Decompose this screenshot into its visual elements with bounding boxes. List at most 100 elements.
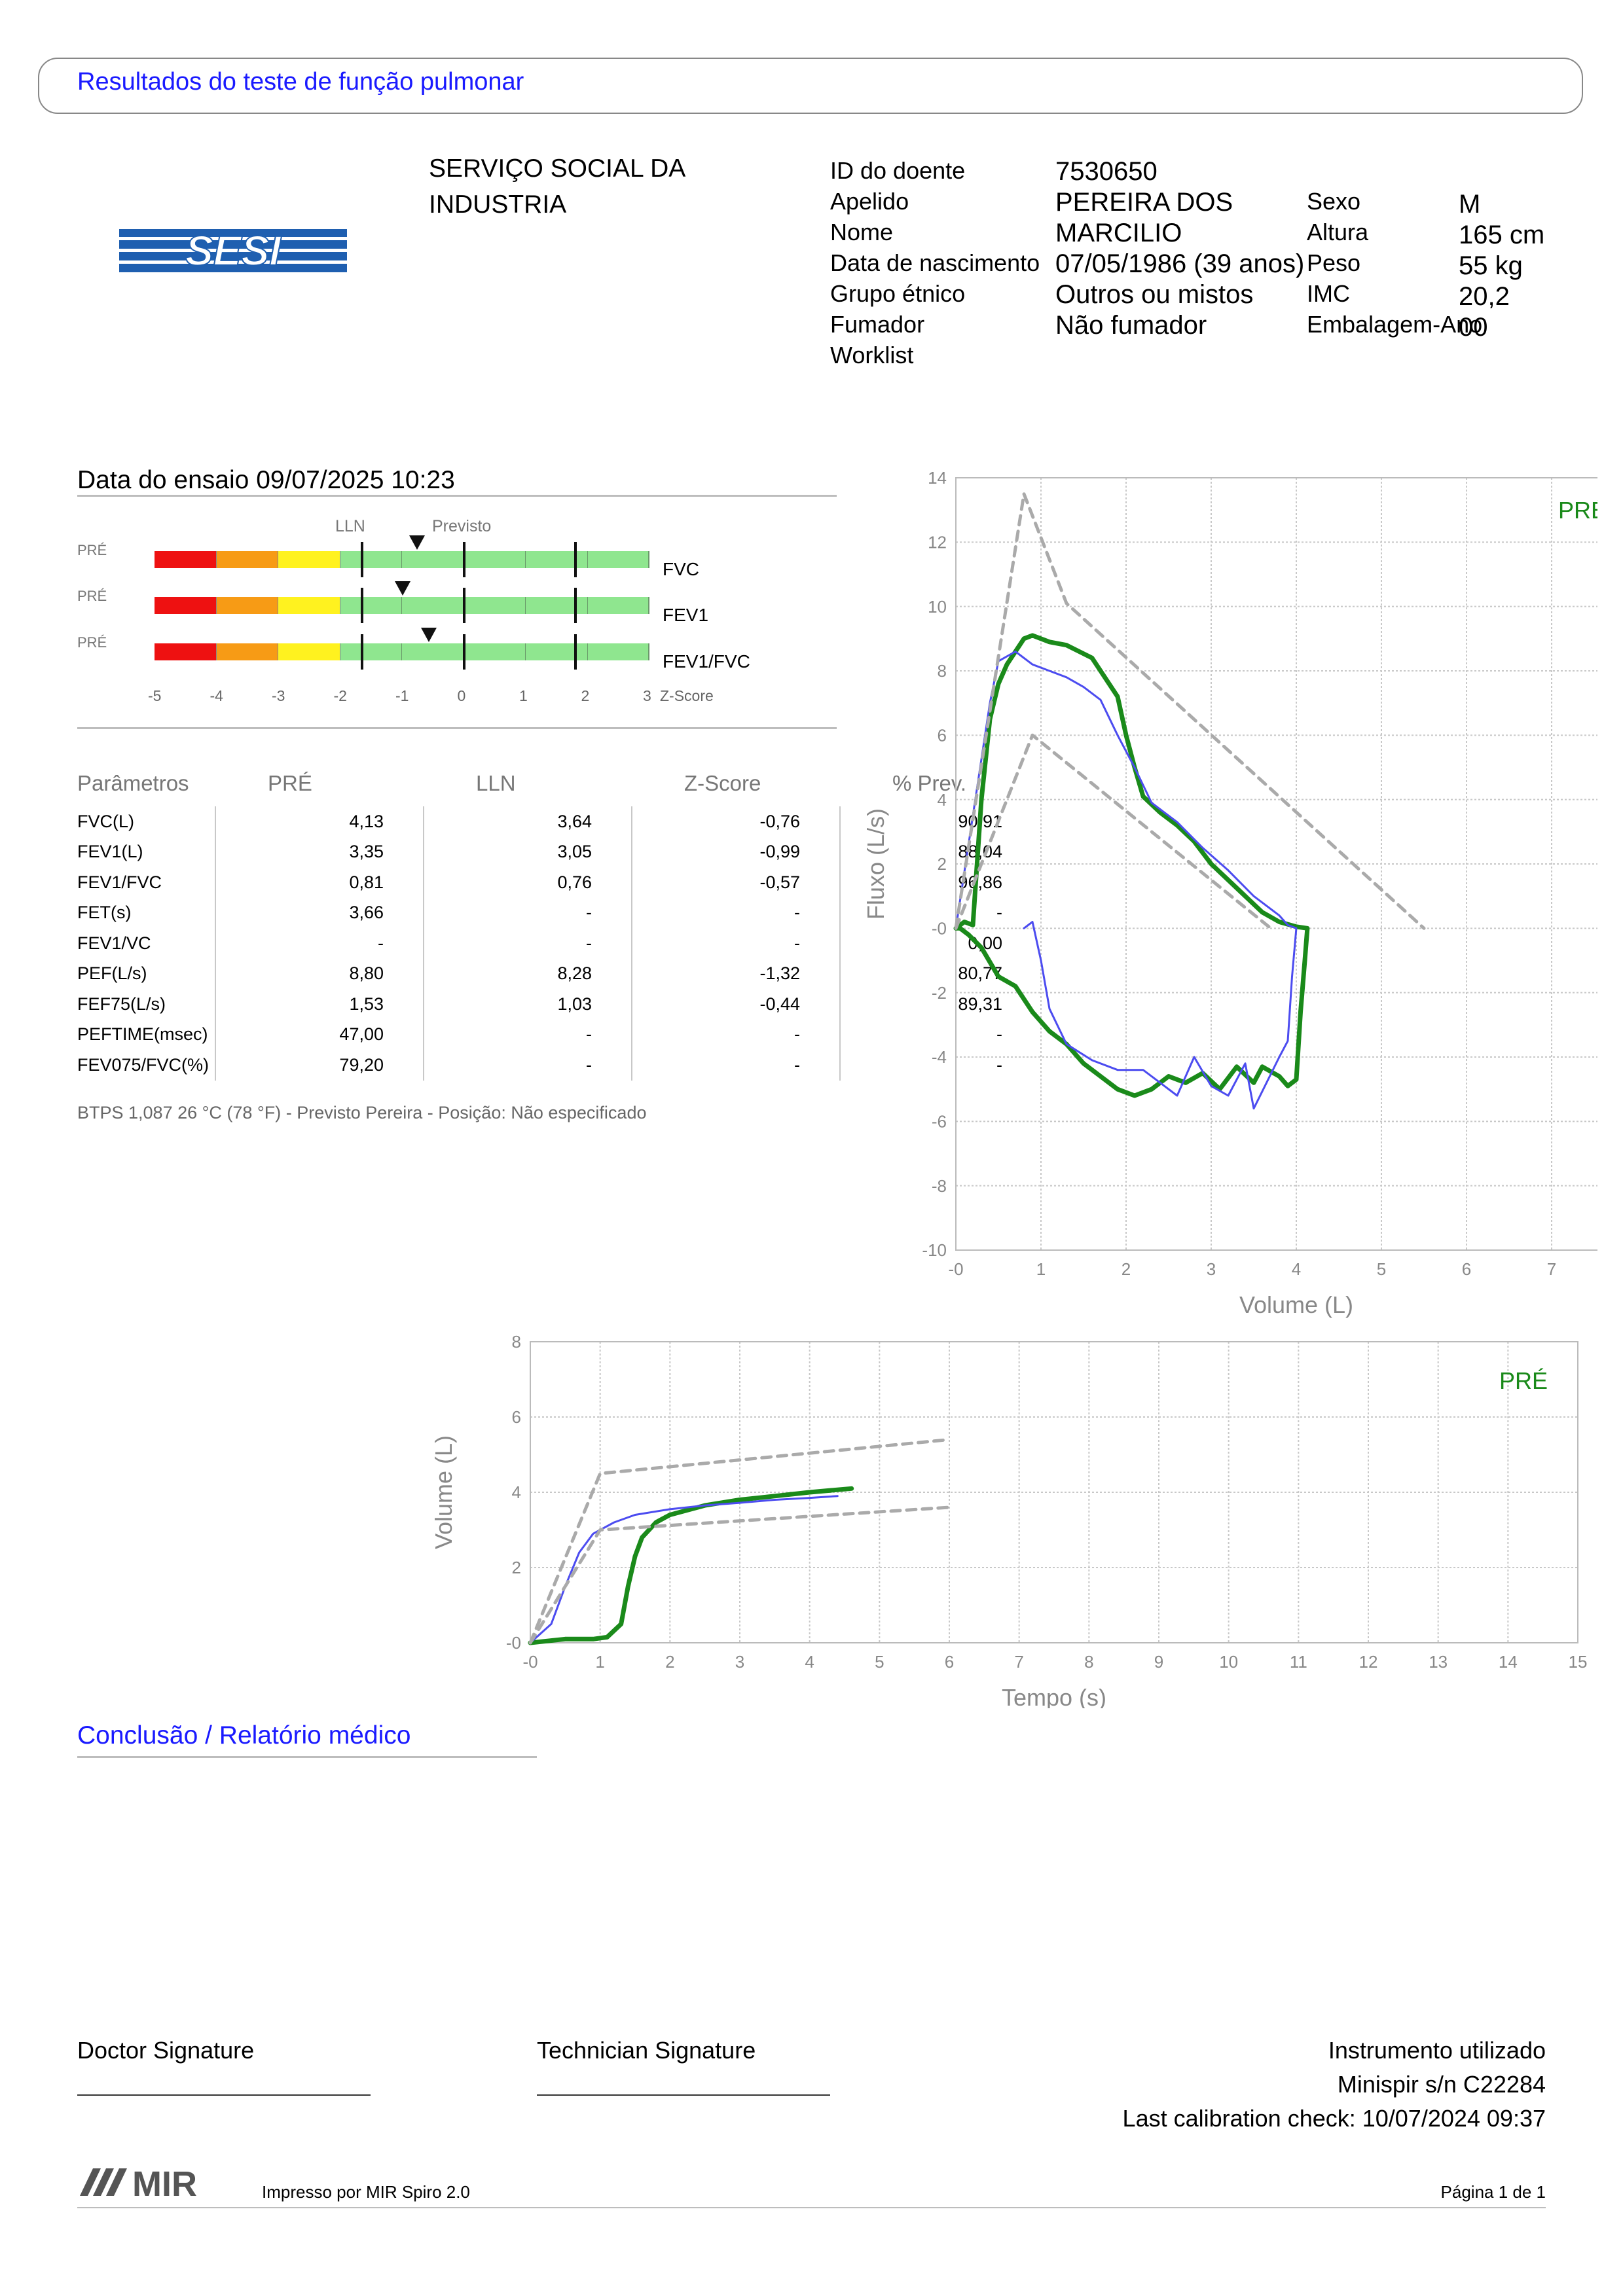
col-header: Parâmetros	[77, 771, 189, 795]
doctor-signature-line	[77, 2094, 371, 2096]
zscore-tick-label: -2	[333, 687, 347, 704]
bar-segment	[278, 643, 340, 660]
zscore-marker-line	[361, 542, 364, 577]
y-tick-label: 2	[938, 854, 947, 874]
param-value-cell: -	[631, 1019, 840, 1050]
predicted-line	[528, 1505, 951, 1645]
trial-series-line	[955, 651, 1298, 1110]
bar-segment	[155, 643, 217, 660]
packyears-value: 00	[1459, 313, 1488, 342]
y-tick-label: 4	[512, 1482, 521, 1502]
x-tick-label: 5	[875, 1652, 884, 1672]
bar-segment	[587, 597, 649, 614]
y-tick-label: -6	[932, 1111, 947, 1131]
col-header: % Prev.	[892, 771, 967, 795]
header-box	[38, 58, 1583, 114]
technician-signature-label: Technician Signature	[537, 2037, 756, 2064]
y-tick-label: -2	[932, 983, 947, 1003]
x-tick-label: 8	[1084, 1652, 1093, 1672]
footer-divider	[77, 2207, 1546, 2208]
bar-segment	[464, 551, 526, 568]
x-tick-label: 3	[1207, 1259, 1216, 1279]
y-axis-label: Volume (L)	[430, 1435, 457, 1549]
bar-segment	[278, 551, 340, 568]
bar-segment	[587, 643, 649, 660]
report-title: Resultados do teste de função pulmonar	[77, 68, 524, 96]
x-tick-label: 15	[1569, 1652, 1588, 1672]
y-axis-label: Fluxo (L/s)	[862, 808, 889, 920]
flow-volume-chart: -0123456781412108642-0-2-4-6-8-10Volume …	[862, 468, 1597, 1318]
param-value-cell: -	[839, 1019, 1048, 1050]
y-tick-label: 4	[938, 790, 947, 810]
zscore-marker-line	[574, 634, 577, 670]
smoker-label: Fumador	[830, 311, 925, 338]
ethnic-label: Grupo étnico	[830, 280, 966, 307]
pre-series-line	[953, 633, 1310, 1098]
btps-footnote: BTPS 1,087 26 °C (78 °F) - Previsto Pere…	[77, 1103, 647, 1122]
x-tick-label: 2	[665, 1652, 674, 1672]
param-value-cell: -	[423, 897, 632, 928]
worklist-label: Worklist	[830, 342, 914, 368]
zscore-pointer-icon	[394, 581, 410, 596]
y-tick-label: 6	[938, 725, 947, 745]
table-row: FET(s) 3,66- - -	[77, 897, 1048, 928]
param-value-cell: -0,99	[631, 836, 840, 867]
legend-label: PRÉ	[1558, 497, 1597, 524]
divider	[77, 727, 837, 729]
x-tick-label: 3	[735, 1652, 744, 1672]
x-tick-label: 11	[1290, 1652, 1307, 1672]
x-tick-label: 14	[1499, 1652, 1518, 1672]
y-tick-label: -10	[922, 1240, 947, 1260]
y-tick-label: 14	[928, 468, 947, 488]
conclusion-title: Conclusão / Relatório médico	[77, 1721, 411, 1749]
bar-segment	[526, 551, 588, 568]
name-value: MARCILIO	[1055, 219, 1182, 247]
calibration-check: Last calibration check: 10/07/2024 09:37	[1122, 2105, 1546, 2132]
bar-segment	[216, 597, 278, 614]
zscore-marker-line	[462, 588, 465, 623]
x-axis-label: Tempo (s)	[1002, 1684, 1106, 1708]
bar-segment	[587, 551, 649, 568]
page-number: Página 1 de 1	[1440, 2182, 1546, 2202]
zscore-tick-label: 2	[581, 687, 590, 704]
x-tick-label: 1	[595, 1652, 604, 1672]
y-tick-label: 8	[512, 1332, 521, 1352]
param-value-cell: 3,64	[423, 806, 632, 837]
lln-label: LLN	[335, 517, 365, 535]
param-value-cell: 8,28	[423, 958, 632, 989]
y-tick-label: 2	[512, 1558, 521, 1577]
param-value-cell: -	[839, 897, 1048, 928]
param-value-cell: 1,53	[215, 989, 424, 1020]
weight-label: Peso	[1307, 249, 1361, 276]
bar-segment	[464, 597, 526, 614]
x-tick-label: 1	[1036, 1259, 1046, 1279]
param-value-cell: -	[423, 928, 632, 959]
col-header: Z-Score	[684, 771, 761, 795]
x-tick-label: 10	[1219, 1652, 1238, 1672]
param-value-cell: 0,81	[215, 867, 424, 898]
printed-by: Impresso por MIR Spiro 2.0	[262, 2182, 470, 2202]
plot-frame	[530, 1341, 1578, 1643]
test-date: Data do ensaio 09/07/2025 10:23	[77, 466, 455, 494]
divider	[77, 495, 837, 497]
bar-segment	[526, 597, 588, 614]
height-label: Altura	[1307, 219, 1369, 245]
bar-segment	[155, 597, 217, 614]
y-tick-label: 12	[928, 532, 947, 552]
x-tick-label: 6	[1462, 1259, 1471, 1279]
bar-parameter-label: FEV1/FVC	[663, 651, 750, 672]
ethnic-value: Outros ou mistos	[1055, 280, 1254, 309]
sex-value: M	[1459, 190, 1481, 219]
bar-segment	[216, 551, 278, 568]
table-row: PEFTIME(msec) 47,00- - -	[77, 1019, 1048, 1050]
param-value-cell: -	[423, 1019, 632, 1050]
bar-segment	[216, 643, 278, 660]
y-tick-label: -4	[932, 1047, 947, 1067]
predicted-label: Previsto	[432, 517, 492, 535]
param-value-cell: -	[839, 1050, 1048, 1081]
y-tick-label: -0	[932, 918, 947, 938]
param-name-cell: FVC(L)	[77, 811, 134, 831]
zscore-marker-line	[574, 542, 577, 577]
mir-logo-graphic: MIR	[80, 2164, 197, 2204]
zscore-axis-label: Z-Score	[660, 687, 714, 704]
